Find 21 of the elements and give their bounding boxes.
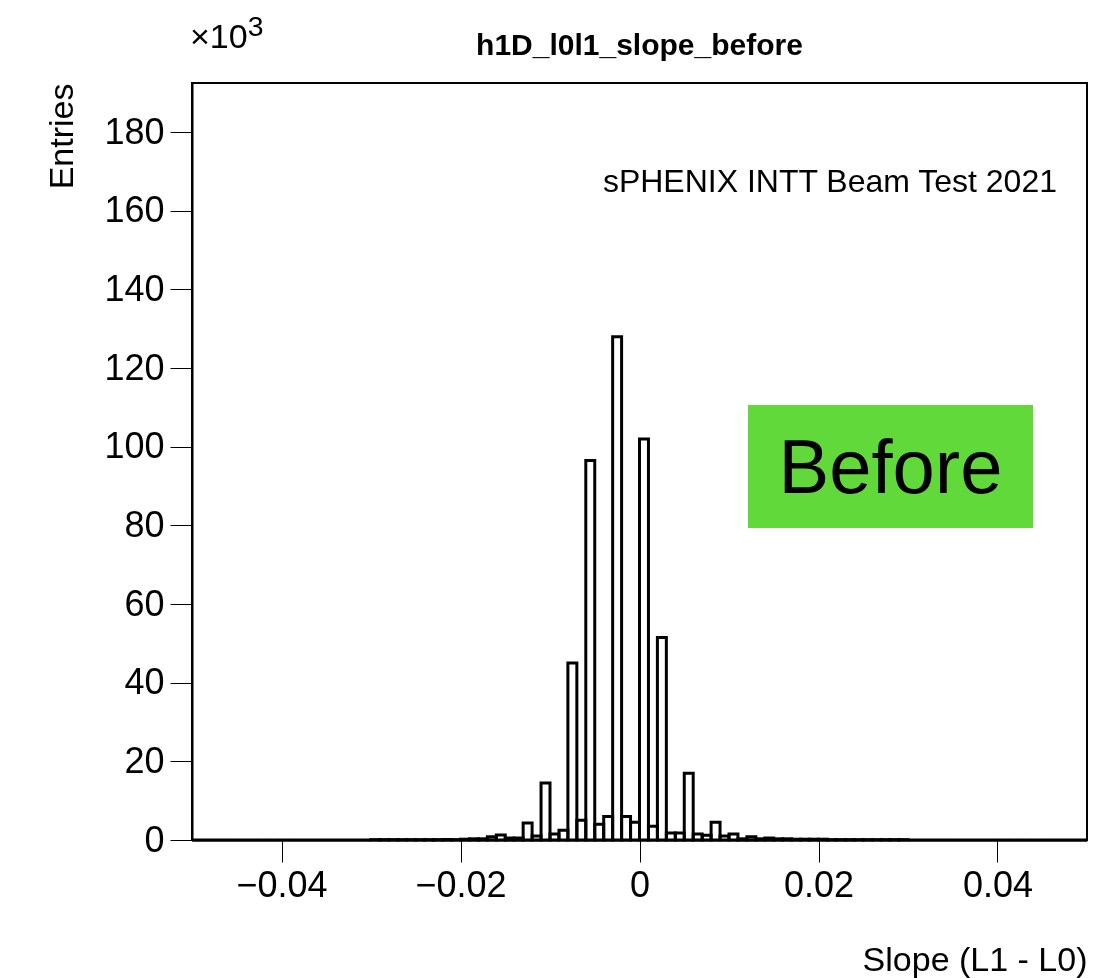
y-tick-label: 160 xyxy=(104,189,165,231)
y-tick-label: 140 xyxy=(104,267,165,309)
y-tick-label: 120 xyxy=(104,346,165,388)
x-axis-title: Slope (L1 - L0) xyxy=(862,939,1088,978)
chart-title: h1D_l0l1_slope_before xyxy=(476,28,803,61)
y-axis-title: Entries xyxy=(42,83,81,190)
x-tick-label: 0.02 xyxy=(783,863,855,905)
y-tick-label: 0 xyxy=(144,818,165,860)
y-tick-label: 40 xyxy=(124,661,165,703)
x-tick-label: 0 xyxy=(629,863,651,905)
annotation: Before xyxy=(748,405,1033,528)
y-tick-label: 100 xyxy=(104,425,165,467)
x-tick-label: −0.04 xyxy=(236,863,328,905)
y-tick-label: 180 xyxy=(104,110,165,152)
y-tick-label: 60 xyxy=(124,582,165,624)
y-tick-label: 80 xyxy=(124,503,165,545)
x-tick-label: 0.04 xyxy=(962,863,1034,905)
x-tick-label: −0.02 xyxy=(415,863,507,905)
y-tick-label: 20 xyxy=(124,739,165,781)
text: ×10$^{3}$ xyxy=(190,10,264,57)
annotation: sPHENIX INTT Beam Test 2021 xyxy=(602,163,1057,200)
